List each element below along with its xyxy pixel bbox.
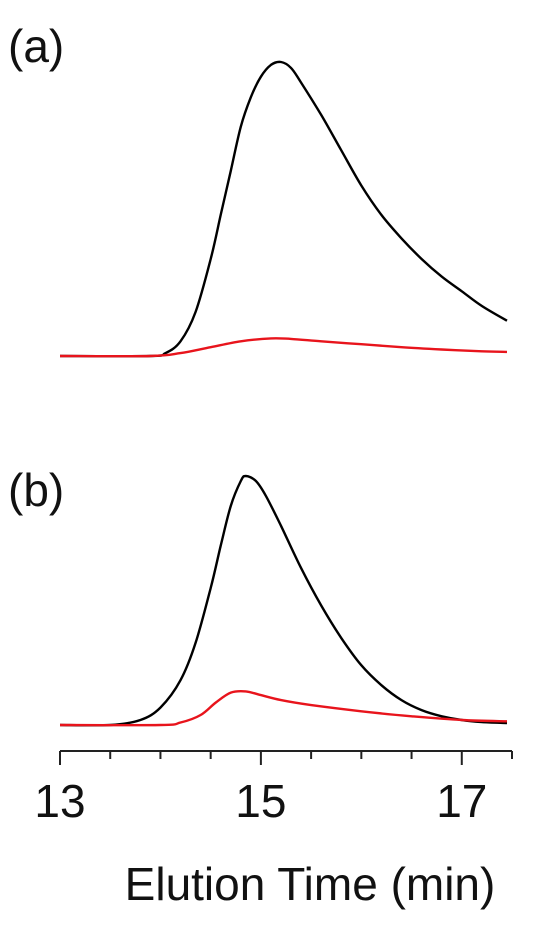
panel-b-label: (b) [8,464,64,516]
x-tick-label: 17 [436,775,487,827]
panel-b-black-trace [59,474,508,727]
x-tick-label: 15 [235,775,286,827]
panel-b: (b) [8,464,508,727]
panel-a: (a) [8,20,508,358]
x-axis-title: Elution Time (min) [125,858,496,910]
panel-a-label: (a) [8,20,64,72]
panel-a-red-trace [59,337,508,358]
x-axis [59,750,513,765]
panel-b-red-trace [59,689,508,727]
panel-a-black-trace [59,60,508,358]
x-tick-label: 13 [34,775,85,827]
